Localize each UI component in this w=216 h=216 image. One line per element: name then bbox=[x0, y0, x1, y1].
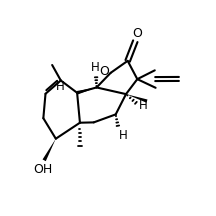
Text: H: H bbox=[139, 99, 148, 112]
Text: H: H bbox=[56, 80, 64, 94]
Text: O: O bbox=[132, 27, 142, 40]
Polygon shape bbox=[43, 139, 56, 161]
Text: H: H bbox=[119, 129, 127, 142]
Polygon shape bbox=[77, 87, 97, 95]
Text: O: O bbox=[99, 65, 109, 78]
Text: OH: OH bbox=[34, 163, 53, 176]
Polygon shape bbox=[126, 94, 148, 103]
Text: H: H bbox=[91, 61, 100, 74]
